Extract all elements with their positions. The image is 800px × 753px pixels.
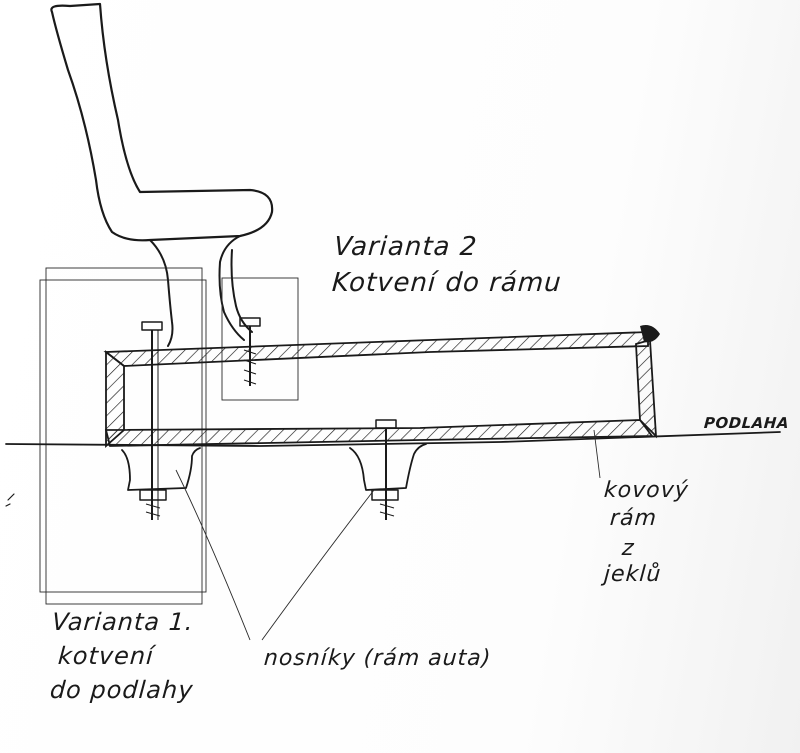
frame-label-3: z	[621, 536, 636, 561]
beam-left	[121, 447, 201, 491]
seat-post-inner	[230, 249, 253, 333]
variant1-title: Varianta 1.	[51, 608, 195, 636]
center-bolt	[371, 419, 399, 520]
beam-center	[349, 443, 427, 491]
frame-label-1: kovový	[603, 478, 690, 503]
seat-post	[149, 239, 174, 347]
frame-left-tube	[105, 350, 125, 449]
variant2-title: Varianta 2	[332, 232, 479, 262]
frame-label-2: rám	[609, 506, 658, 531]
frame-corner-blot	[640, 325, 660, 343]
frame-top-tube	[103, 331, 649, 367]
margin-mark	[5, 493, 15, 507]
variant2-bolt	[239, 317, 261, 386]
frame-leader	[593, 429, 601, 479]
frame-label-4: jeklů	[603, 562, 663, 587]
beams-label: nosníky (rám auta)	[263, 646, 493, 671]
variant1-line2: kotvení	[57, 642, 155, 670]
beam-leader-left	[175, 469, 251, 641]
floor-label: PODLAHA	[703, 414, 790, 432]
variant2-zone	[221, 277, 299, 401]
seat-outline	[50, 2, 274, 242]
seat-post-right-edge	[218, 235, 245, 341]
variant1-line3: do podlahy	[49, 676, 195, 704]
variant2-desc: Kotvení do rámu	[330, 268, 563, 298]
beam-leader-right	[261, 489, 375, 641]
frame-bottom-tube	[104, 419, 654, 447]
